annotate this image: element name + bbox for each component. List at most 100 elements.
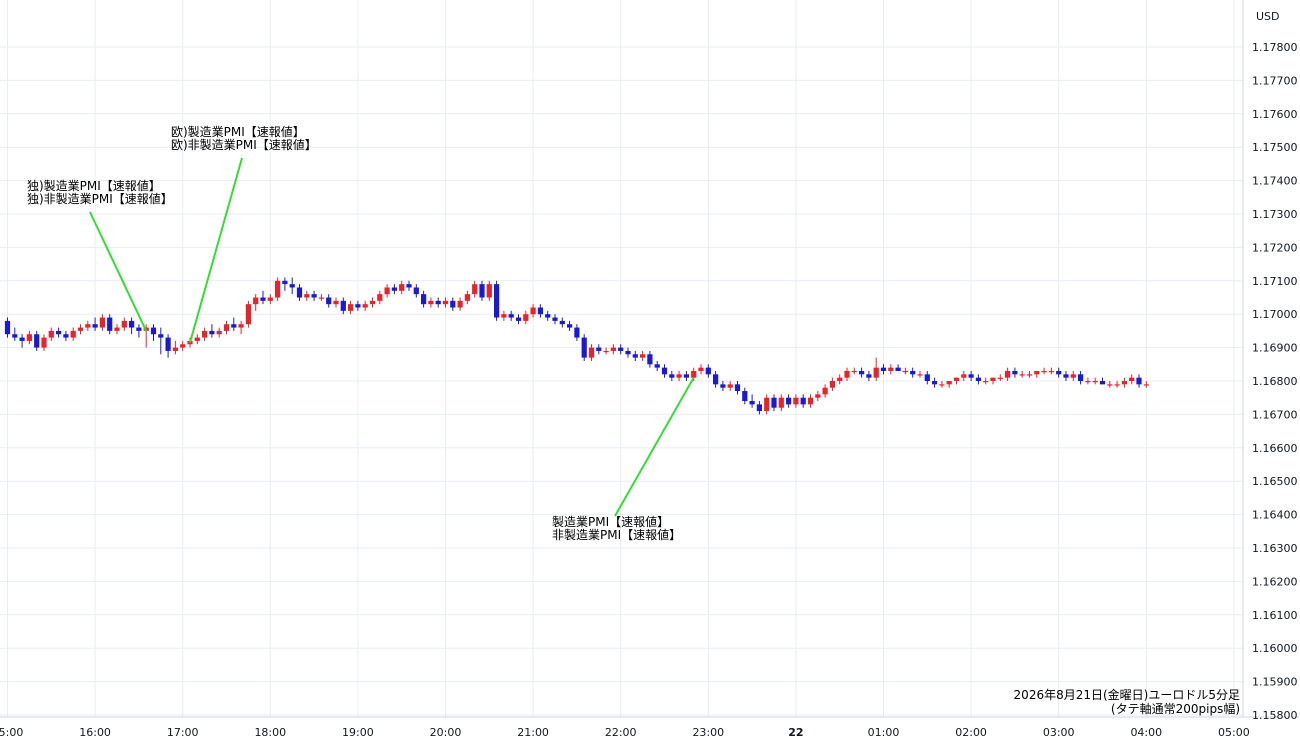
candle-body (771, 397, 777, 408)
candle (289, 277, 295, 295)
grid-lines (0, 0, 1243, 717)
candle-body (778, 397, 784, 408)
candle (326, 294, 332, 308)
candle-body (946, 381, 952, 385)
candle-body (464, 294, 470, 301)
candle (574, 324, 580, 341)
candle-body (1034, 370, 1040, 375)
candle-body (880, 367, 887, 371)
candle-body (683, 374, 689, 378)
candle-body (260, 297, 266, 301)
x-axis-ticks: 15:00 16:00 17:00 18:00 19:00 20:00 21:00 22:00… (0, 726, 1250, 739)
candle-body (720, 384, 726, 388)
candle (786, 394, 792, 408)
candle-body (669, 374, 675, 378)
candle (720, 381, 726, 392)
candle (413, 284, 419, 298)
candle-body (92, 324, 98, 328)
annotation-label: 欧)製造業PMI【速報値】 (171, 124, 305, 139)
y-tick-label: 1.16800 (1252, 375, 1298, 388)
candle (632, 350, 638, 361)
candle-body (41, 337, 47, 348)
candle (968, 370, 974, 381)
candle-body (508, 314, 514, 318)
candle (851, 367, 857, 375)
candle-body (326, 297, 332, 305)
candle (99, 314, 105, 331)
candle-body (391, 287, 397, 291)
candle (77, 324, 84, 335)
candle (932, 377, 938, 388)
candle-body (640, 354, 646, 358)
x-tick-label: 15:00 (0, 726, 23, 739)
candle-body (829, 381, 835, 388)
candle-body (1143, 384, 1149, 386)
candle (793, 394, 799, 408)
candle (683, 370, 689, 381)
candle (56, 327, 62, 338)
candle (377, 290, 383, 305)
candle-body (209, 330, 215, 335)
candle-body (282, 280, 288, 285)
candle-body (654, 364, 660, 368)
candle-body (932, 381, 938, 385)
candle (362, 300, 368, 311)
candle (172, 340, 178, 355)
x-tick-label: 19:00 (342, 726, 374, 739)
candle (603, 347, 609, 355)
candle-body (99, 317, 105, 328)
candle (180, 340, 186, 351)
candle-body (275, 280, 281, 298)
candle (1026, 370, 1033, 378)
candle-body (442, 300, 449, 305)
candle-body (472, 284, 478, 295)
candle (705, 364, 711, 378)
candle-body (216, 330, 222, 335)
price-axis-background (1243, 0, 1300, 745)
candle-body (450, 300, 456, 308)
candle (1107, 381, 1113, 388)
candle-body (727, 384, 733, 388)
candle (391, 284, 397, 295)
candle (559, 317, 565, 328)
candle (1034, 370, 1040, 378)
candle (355, 300, 361, 311)
candle (384, 284, 390, 298)
candle-body (859, 370, 865, 375)
candle (216, 327, 222, 338)
candle-body (632, 354, 638, 358)
candle-body (924, 374, 930, 381)
candle (640, 350, 646, 361)
candle-body (348, 304, 354, 311)
candle (953, 377, 960, 385)
candle (997, 374, 1003, 381)
candle-body (610, 347, 616, 351)
candle (421, 290, 427, 308)
candle-body (296, 287, 303, 298)
candle-body (786, 397, 792, 405)
candle (895, 364, 901, 371)
candle (165, 334, 171, 358)
candle (34, 330, 40, 351)
candle (800, 394, 806, 408)
candle-body (4, 320, 11, 335)
candle-body (661, 367, 668, 375)
candle-body (537, 307, 543, 315)
candle (304, 290, 310, 301)
candle (771, 394, 777, 412)
candle-body (596, 347, 602, 351)
candle-body (1078, 374, 1084, 381)
candle (902, 367, 908, 375)
candle (778, 394, 784, 412)
candle-body (807, 397, 814, 405)
candle (48, 327, 54, 341)
annotation-pointer (614, 377, 695, 517)
candle-body (70, 330, 76, 338)
annotation-pointer (89, 211, 148, 332)
candle-body (953, 377, 960, 381)
candle-body (245, 304, 251, 325)
candle (917, 370, 923, 378)
annotation-label: 非製造業PMI【速報値】 (552, 527, 681, 542)
candle (340, 297, 346, 315)
candle (837, 374, 843, 385)
